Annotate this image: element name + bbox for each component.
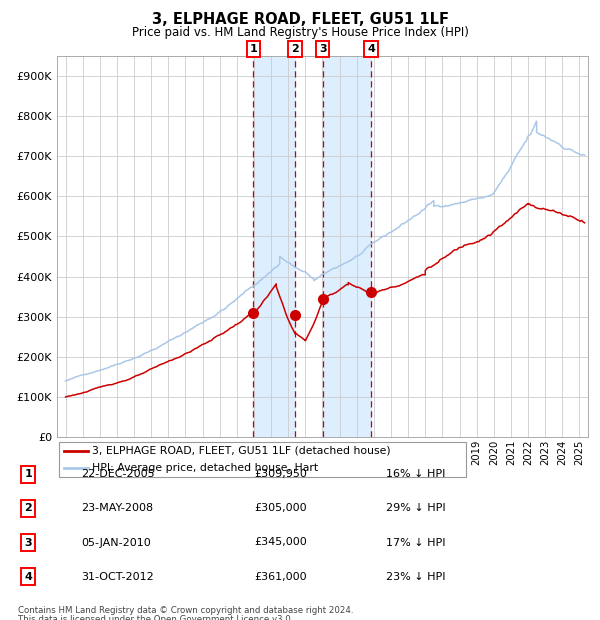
Text: 4: 4 [24, 572, 32, 582]
Text: 05-JAN-2010: 05-JAN-2010 [81, 538, 151, 547]
Text: 29% ↓ HPI: 29% ↓ HPI [386, 503, 446, 513]
Text: 1: 1 [250, 44, 257, 54]
Text: 2: 2 [24, 503, 32, 513]
Text: Contains HM Land Registry data © Crown copyright and database right 2024.: Contains HM Land Registry data © Crown c… [18, 606, 353, 616]
Text: 22-DEC-2005: 22-DEC-2005 [81, 469, 155, 479]
Text: 3, ELPHAGE ROAD, FLEET, GU51 1LF: 3, ELPHAGE ROAD, FLEET, GU51 1LF [151, 12, 449, 27]
Text: This data is licensed under the Open Government Licence v3.0.: This data is licensed under the Open Gov… [18, 615, 293, 620]
Text: 23-MAY-2008: 23-MAY-2008 [81, 503, 153, 513]
Text: £309,950: £309,950 [254, 469, 307, 479]
Bar [323, 56, 371, 437]
Text: 3: 3 [319, 44, 326, 54]
Text: 2: 2 [291, 44, 299, 54]
Text: 17% ↓ HPI: 17% ↓ HPI [386, 538, 446, 547]
Text: 3, ELPHAGE ROAD, FLEET, GU51 1LF (detached house): 3, ELPHAGE ROAD, FLEET, GU51 1LF (detach… [92, 446, 391, 456]
Text: 16% ↓ HPI: 16% ↓ HPI [386, 469, 446, 479]
Text: 31-OCT-2012: 31-OCT-2012 [81, 572, 154, 582]
Text: 4: 4 [367, 44, 375, 54]
Text: Price paid vs. HM Land Registry's House Price Index (HPI): Price paid vs. HM Land Registry's House … [131, 26, 469, 39]
Text: £361,000: £361,000 [254, 572, 307, 582]
Text: HPI: Average price, detached house, Hart: HPI: Average price, detached house, Hart [92, 463, 318, 473]
Bar [253, 56, 295, 437]
FancyBboxPatch shape [59, 441, 466, 477]
Text: £345,000: £345,000 [254, 538, 307, 547]
Text: 3: 3 [25, 538, 32, 547]
Text: £305,000: £305,000 [254, 503, 307, 513]
Text: 1: 1 [24, 469, 32, 479]
Text: 23% ↓ HPI: 23% ↓ HPI [386, 572, 446, 582]
